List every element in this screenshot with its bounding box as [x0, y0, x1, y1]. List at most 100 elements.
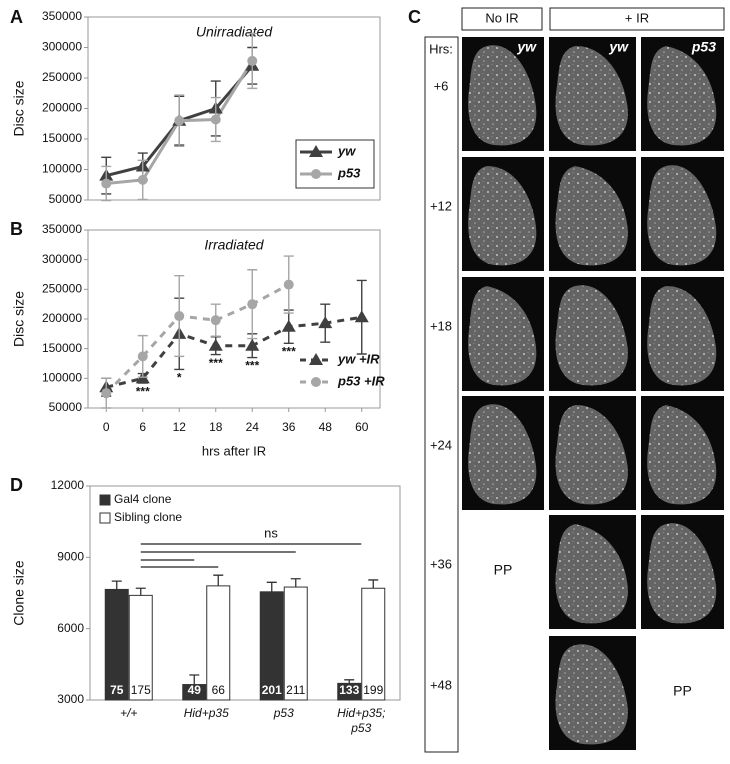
- y-tick-label: 250000: [42, 282, 82, 296]
- bar: [104, 588, 129, 701]
- cell-note: PP: [494, 562, 513, 578]
- error-bar: [111, 580, 122, 590]
- significance-mark: ***: [209, 356, 223, 370]
- error-bar: [135, 587, 146, 596]
- legend-swatch: [99, 494, 111, 506]
- wing-disc: [555, 166, 628, 266]
- data-point: [311, 169, 321, 179]
- legend-label: p53 +IR: [337, 373, 385, 388]
- y-tick-label: 200000: [42, 311, 82, 325]
- error-bar: [368, 579, 379, 589]
- wing-disc: [555, 405, 628, 505]
- y-tick-label: 50000: [49, 192, 83, 206]
- row-header-box: [424, 36, 459, 753]
- y-tick-label: 250000: [42, 70, 82, 84]
- data-point: [245, 338, 260, 351]
- legend-label: Sibling clone: [114, 510, 182, 524]
- legend-label: Gal4 clone: [114, 492, 172, 506]
- legend-swatch: [99, 512, 111, 524]
- count-label: 201: [262, 683, 282, 697]
- y-tick-label: 350000: [42, 9, 82, 23]
- x-tick-label: 36: [282, 420, 296, 434]
- y-tick-label: 9000: [57, 550, 84, 564]
- wing-disc: [647, 46, 717, 146]
- data-point: [309, 353, 323, 365]
- y-tick-label: 300000: [42, 40, 82, 54]
- data-point: [208, 338, 223, 351]
- column-label: p53: [691, 39, 716, 55]
- wing-disc: [555, 46, 628, 146]
- header-box: [549, 7, 725, 31]
- x-axis-label: hrs after IR: [202, 443, 266, 458]
- chart-title: Irradiated: [204, 237, 264, 253]
- wing-disc: [468, 286, 537, 386]
- x-tick-label: 18: [209, 420, 223, 434]
- error-bar: [213, 574, 224, 586]
- panel-label: B: [10, 219, 23, 239]
- column-label: yw: [516, 39, 537, 55]
- wing-disc: [555, 644, 628, 745]
- column-group-label: + IR: [625, 10, 649, 25]
- data-point: [247, 299, 258, 310]
- wing-disc: [555, 524, 628, 624]
- data-point: [318, 316, 333, 329]
- column-group-label: No IR: [485, 10, 518, 25]
- x-tick-label: +/+: [120, 706, 137, 720]
- plot-frame: [89, 485, 401, 701]
- bar: [206, 585, 231, 701]
- significance-mark: *: [177, 371, 182, 385]
- significance-mark: ***: [282, 344, 296, 358]
- error-bar: [189, 674, 200, 685]
- legend-label: yw: [337, 143, 356, 158]
- count-label: 75: [110, 683, 124, 697]
- data-point: [354, 310, 369, 323]
- panel-label: D: [10, 475, 23, 495]
- header-box: [461, 7, 543, 31]
- y-tick-label: 150000: [42, 131, 82, 145]
- data-point: [281, 319, 296, 332]
- y-tick-label: 300000: [42, 252, 82, 266]
- row-label: +36: [430, 556, 452, 571]
- data-point: [101, 178, 112, 189]
- error-bar: [290, 578, 301, 588]
- significance-mark: ***: [245, 359, 259, 373]
- row-label: +24: [430, 437, 452, 452]
- cell-note: PP: [673, 683, 692, 699]
- wing-disc: [647, 523, 717, 624]
- wing-disc: [647, 286, 717, 386]
- x-tick-label: Hid+p35: [184, 706, 229, 720]
- wing-disc: [468, 404, 537, 505]
- wing-disc: [647, 165, 717, 266]
- bar: [182, 684, 207, 701]
- bar: [337, 682, 362, 701]
- data-point: [137, 351, 148, 362]
- bar: [361, 587, 386, 701]
- row-label: +18: [430, 318, 452, 333]
- x-tick-label: 48: [319, 420, 333, 434]
- data-point: [247, 55, 258, 66]
- x-tick-label: 24: [246, 420, 260, 434]
- wing-disc: [647, 405, 717, 505]
- count-label: 49: [188, 683, 202, 697]
- data-point: [210, 315, 221, 326]
- count-label: 211: [286, 683, 305, 697]
- x-tick-label: 60: [355, 420, 369, 434]
- x-tick-label: Hid+p35; p53: [337, 706, 385, 735]
- series-line: [105, 283, 290, 395]
- count-label: 175: [131, 683, 151, 697]
- y-tick-label: 50000: [49, 400, 83, 414]
- data-point: [283, 279, 294, 290]
- legend-frame: [295, 139, 375, 189]
- row-label: +48: [430, 677, 452, 692]
- y-tick-label: 12000: [51, 478, 85, 492]
- data-point: [174, 115, 185, 126]
- annotation: ns: [264, 525, 278, 540]
- y-tick-label: 200000: [42, 101, 82, 115]
- x-tick-label: p53: [273, 706, 294, 720]
- count-label: 133: [339, 683, 359, 697]
- row-label: +12: [430, 198, 452, 213]
- panel-label: C: [408, 7, 421, 27]
- y-tick-label: 100000: [42, 371, 82, 385]
- data-point: [210, 114, 221, 125]
- x-tick-label: 12: [173, 420, 187, 434]
